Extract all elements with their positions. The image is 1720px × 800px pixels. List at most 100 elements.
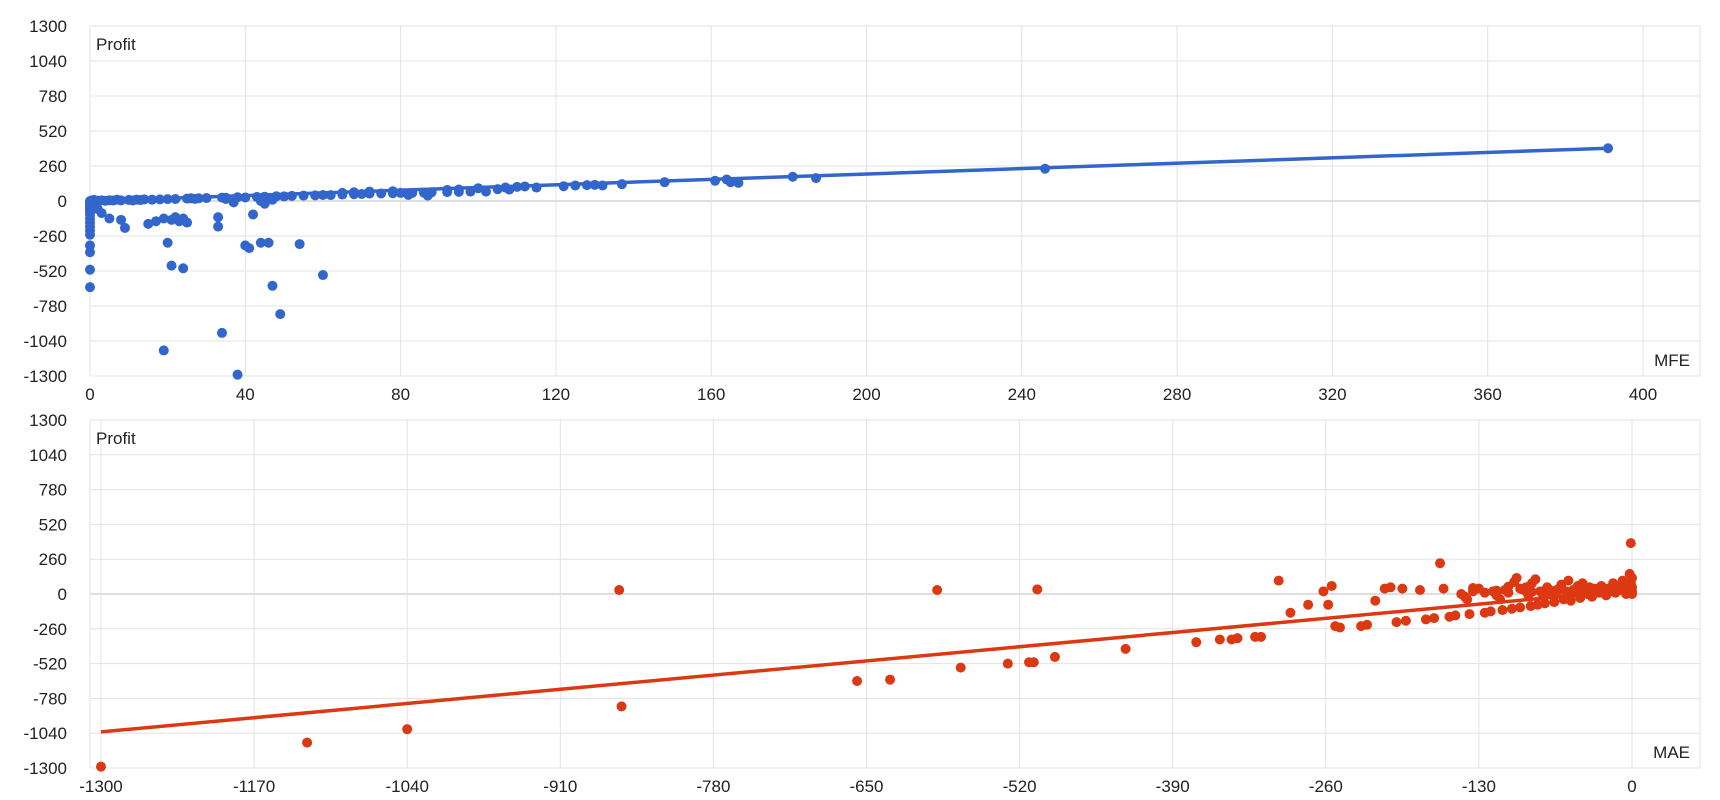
- data-point: [1565, 595, 1576, 606]
- y-tick-label: -1040: [24, 724, 67, 743]
- data-point: [885, 674, 896, 685]
- x-tick-label: 0: [1627, 777, 1636, 796]
- data-point: [1627, 572, 1637, 583]
- data-point: [932, 584, 943, 595]
- x-tick-label: 200: [852, 385, 880, 404]
- x-tick-label: 80: [391, 385, 410, 404]
- data-point: [85, 264, 95, 275]
- data-point: [1032, 584, 1043, 595]
- data-point: [96, 761, 106, 772]
- data-point: [1214, 634, 1225, 645]
- x-tick-label: 40: [236, 385, 255, 404]
- data-point: [151, 216, 162, 227]
- y-axis-title: Profit: [96, 35, 136, 54]
- y-tick-label: -520: [33, 655, 67, 674]
- data-point: [275, 309, 286, 320]
- y-tick-label: -1040: [24, 332, 67, 351]
- y-axis-title: Profit: [96, 429, 136, 448]
- data-point: [182, 217, 193, 228]
- data-point: [1028, 657, 1039, 668]
- data-point: [162, 237, 173, 248]
- data-point: [232, 369, 243, 380]
- y-tick-label: -1300: [24, 367, 67, 386]
- data-point: [1435, 558, 1446, 569]
- y-tick-label: 780: [39, 481, 67, 500]
- data-point: [1232, 633, 1243, 644]
- y-tick-label: 0: [58, 585, 67, 604]
- x-axis-title: MAE: [1653, 743, 1690, 762]
- data-point: [166, 260, 177, 271]
- x-tick-label: -650: [849, 777, 883, 796]
- y-tick-label: -260: [33, 227, 67, 246]
- data-point: [1625, 538, 1636, 549]
- data-point: [1415, 584, 1426, 595]
- x-tick-label: 0: [85, 385, 94, 404]
- data-point: [1323, 599, 1334, 610]
- data-point: [1462, 594, 1473, 605]
- data-point: [1506, 603, 1517, 614]
- x-tick-label: -520: [1003, 777, 1037, 796]
- data-point: [217, 327, 228, 338]
- data-point: [1468, 582, 1479, 593]
- chart-panel-2: 130010407805202600-260-520-780-1040-1300…: [24, 411, 1701, 796]
- x-tick-label: 120: [542, 385, 570, 404]
- x-tick-label: 280: [1163, 385, 1191, 404]
- data-point: [402, 724, 413, 735]
- data-point: [302, 737, 313, 748]
- data-point: [294, 239, 305, 250]
- data-point: [1370, 595, 1381, 606]
- data-point: [1515, 602, 1526, 613]
- data-point: [1273, 575, 1284, 586]
- y-tick-label: -780: [33, 689, 67, 708]
- data-point: [1563, 575, 1574, 586]
- data-point: [955, 662, 966, 673]
- y-tick-label: 1300: [29, 411, 67, 430]
- data-point: [1002, 658, 1013, 669]
- trendline: [100, 588, 1633, 734]
- chart-panel-1: 1300 1040 780 520 260 0 -260 -520 -780 -1040 -1300…: [24, 17, 1701, 404]
- data-point: [1385, 582, 1396, 593]
- x-tick-label: 320: [1318, 385, 1346, 404]
- data-point: [1549, 597, 1560, 608]
- data-point: [267, 194, 278, 205]
- x-tick-label: -130: [1462, 777, 1496, 796]
- y-tick-label: 780: [39, 87, 67, 106]
- data-point: [1530, 574, 1541, 585]
- data-point: [213, 212, 224, 223]
- x-tick-label: -910: [543, 777, 577, 796]
- y-tick-label: 0: [58, 192, 67, 211]
- data-point: [1420, 614, 1431, 625]
- y-tick-label: 260: [39, 157, 67, 176]
- data-point: [1318, 586, 1329, 597]
- y-tick-label: 1040: [29, 52, 67, 71]
- data-point: [116, 214, 127, 225]
- data-point: [158, 345, 169, 356]
- data-point: [1491, 585, 1502, 596]
- data-point: [317, 270, 328, 281]
- data-point: [1438, 583, 1449, 594]
- x-tick-label: -1300: [79, 777, 122, 796]
- x-tick-label: 160: [697, 385, 725, 404]
- data-point: [1526, 586, 1537, 597]
- data-point: [733, 177, 744, 188]
- data-point: [614, 584, 625, 595]
- data-point: [1429, 613, 1440, 624]
- data-point: [1397, 583, 1408, 594]
- x-tick-label: 360: [1474, 385, 1502, 404]
- data-point: [1303, 599, 1314, 610]
- y-tick-label: 260: [39, 550, 67, 569]
- x-tick-label: 400: [1629, 385, 1657, 404]
- data-point: [1497, 605, 1508, 616]
- data-point: [244, 243, 255, 254]
- y-tick-label: -780: [33, 297, 67, 316]
- y-tick-label: 520: [39, 515, 67, 534]
- data-point: [143, 218, 154, 229]
- data-point: [1326, 580, 1337, 591]
- data-point: [263, 237, 274, 248]
- x-tick-label: -780: [696, 777, 730, 796]
- data-point: [267, 280, 278, 291]
- data-point: [85, 282, 95, 293]
- data-point: [1511, 572, 1522, 583]
